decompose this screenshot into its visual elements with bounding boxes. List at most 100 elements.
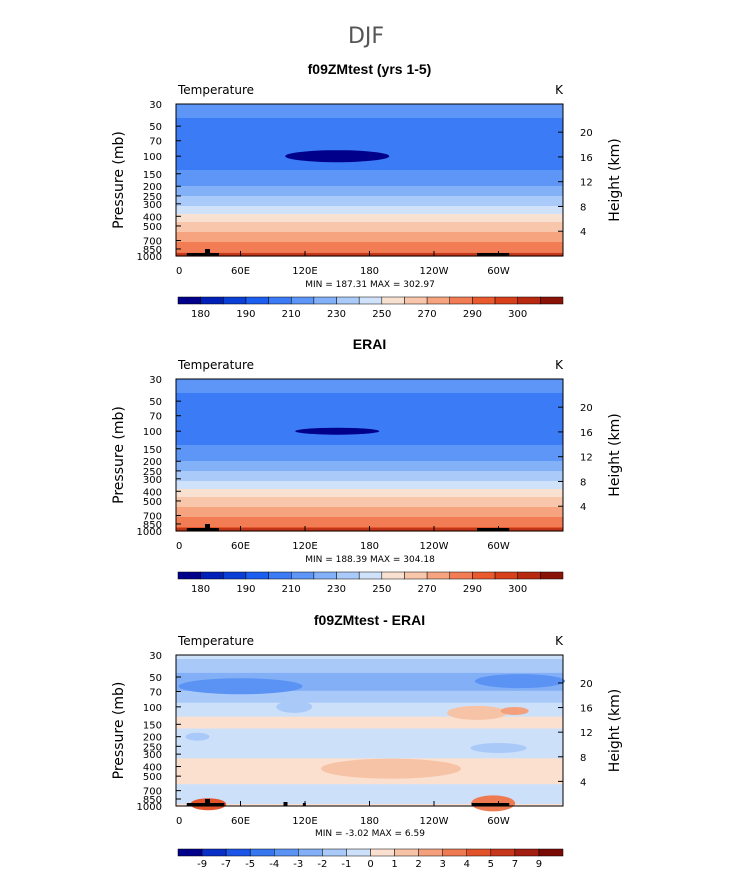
field-band xyxy=(176,457,563,460)
colorbar-segment xyxy=(517,571,541,580)
x-tick-label: 60E xyxy=(231,266,250,277)
colorbar-label: 250 xyxy=(372,309,391,320)
y-tick-label: 50 xyxy=(149,673,162,684)
colorbar-label: 230 xyxy=(327,584,346,595)
field-band xyxy=(176,794,563,797)
colorbar-segment xyxy=(494,571,518,580)
colorbar-segment xyxy=(313,296,337,305)
field-band xyxy=(176,730,563,734)
field-band xyxy=(176,399,563,402)
colorbar-label: 270 xyxy=(418,584,437,595)
x-tick-label: 0 xyxy=(176,541,182,552)
field-band xyxy=(176,742,563,746)
field-band xyxy=(176,166,563,169)
field-band xyxy=(176,726,563,730)
colorbar-label: 180 xyxy=(191,584,210,595)
field-band xyxy=(176,463,563,466)
field-band xyxy=(176,198,563,201)
field-band xyxy=(176,405,563,408)
field-band xyxy=(176,505,563,508)
field-band xyxy=(176,208,563,211)
colorbar-segment xyxy=(313,571,337,580)
colorbar: 180 190 210 230 250 270 290 300 xyxy=(177,296,564,320)
field-band xyxy=(176,497,563,500)
units-label: K xyxy=(555,83,564,97)
colorbar-segment xyxy=(370,848,395,857)
field-band xyxy=(176,702,563,706)
field-band xyxy=(176,395,563,398)
field-band xyxy=(176,242,563,245)
field-band xyxy=(176,790,563,793)
field-band xyxy=(176,381,563,384)
field-band xyxy=(176,190,563,193)
y-tick-label: 500 xyxy=(143,222,162,233)
field-band xyxy=(176,397,563,400)
field-band xyxy=(176,738,563,742)
field-band xyxy=(176,170,563,173)
tropopause-cold-core xyxy=(295,427,380,435)
field-band xyxy=(176,716,563,720)
colorbar-segment xyxy=(223,571,247,580)
field-band xyxy=(176,467,563,470)
field-band xyxy=(176,120,563,123)
right-tick-label: 4 xyxy=(580,777,586,788)
cold-anomaly xyxy=(470,742,527,753)
field-band xyxy=(176,194,563,197)
field-band xyxy=(176,204,563,207)
field-band xyxy=(176,487,563,490)
y-tick-label: 70 xyxy=(149,687,162,698)
field-band xyxy=(176,437,563,440)
field-band xyxy=(176,718,563,722)
field-band xyxy=(176,124,563,127)
colorbar-label: 9 xyxy=(536,859,542,870)
field-band xyxy=(176,483,563,486)
y-tick-label: 100 xyxy=(143,703,162,714)
field-band xyxy=(176,417,563,420)
right-tick-label: 20 xyxy=(580,403,593,414)
field-band xyxy=(176,479,563,482)
field-band xyxy=(176,666,563,670)
field-band xyxy=(176,232,563,235)
field-band xyxy=(176,698,563,702)
y-axis-title: Pressure (mb) xyxy=(111,406,127,504)
field-band xyxy=(176,401,563,404)
field-band xyxy=(176,138,563,141)
field-band xyxy=(176,485,563,488)
min-max-text: MIN = -3.02 MAX = 6.59 xyxy=(315,829,425,839)
x-tick-label: 180 xyxy=(360,816,379,827)
y-tick-label: 150 xyxy=(143,445,162,456)
field-band xyxy=(176,517,563,520)
field-band xyxy=(176,178,563,181)
field-band xyxy=(176,192,563,195)
cold-anomaly xyxy=(178,678,303,695)
colorbar-segment xyxy=(449,571,473,580)
colorbar-segment xyxy=(404,296,428,305)
colorbar-segment xyxy=(290,571,315,580)
field-band xyxy=(176,513,563,516)
field-band xyxy=(176,224,563,227)
topography-mask xyxy=(477,253,510,256)
field-band xyxy=(176,200,563,203)
field-band xyxy=(176,792,563,795)
field-band xyxy=(176,455,563,458)
field-band xyxy=(176,226,563,229)
colorbar-label: 3 xyxy=(440,859,446,870)
field-band xyxy=(176,248,563,251)
field-band xyxy=(176,680,563,684)
right-tick-label: 4 xyxy=(580,502,586,513)
field-band xyxy=(176,686,563,690)
colorbar-segment xyxy=(201,848,227,857)
field-band xyxy=(176,684,563,688)
colorbar-label: 190 xyxy=(236,309,255,320)
field-band xyxy=(176,118,563,121)
topography-mask xyxy=(205,249,211,256)
field-band xyxy=(176,176,563,179)
colorbar-segment xyxy=(249,848,275,857)
field-band xyxy=(176,722,563,726)
field-band xyxy=(176,449,563,452)
y-axis-title: Pressure (mb) xyxy=(111,131,127,229)
y-tick-label: 100 xyxy=(143,427,162,438)
colorbar-label: 270 xyxy=(418,309,437,320)
field-band xyxy=(176,740,563,744)
